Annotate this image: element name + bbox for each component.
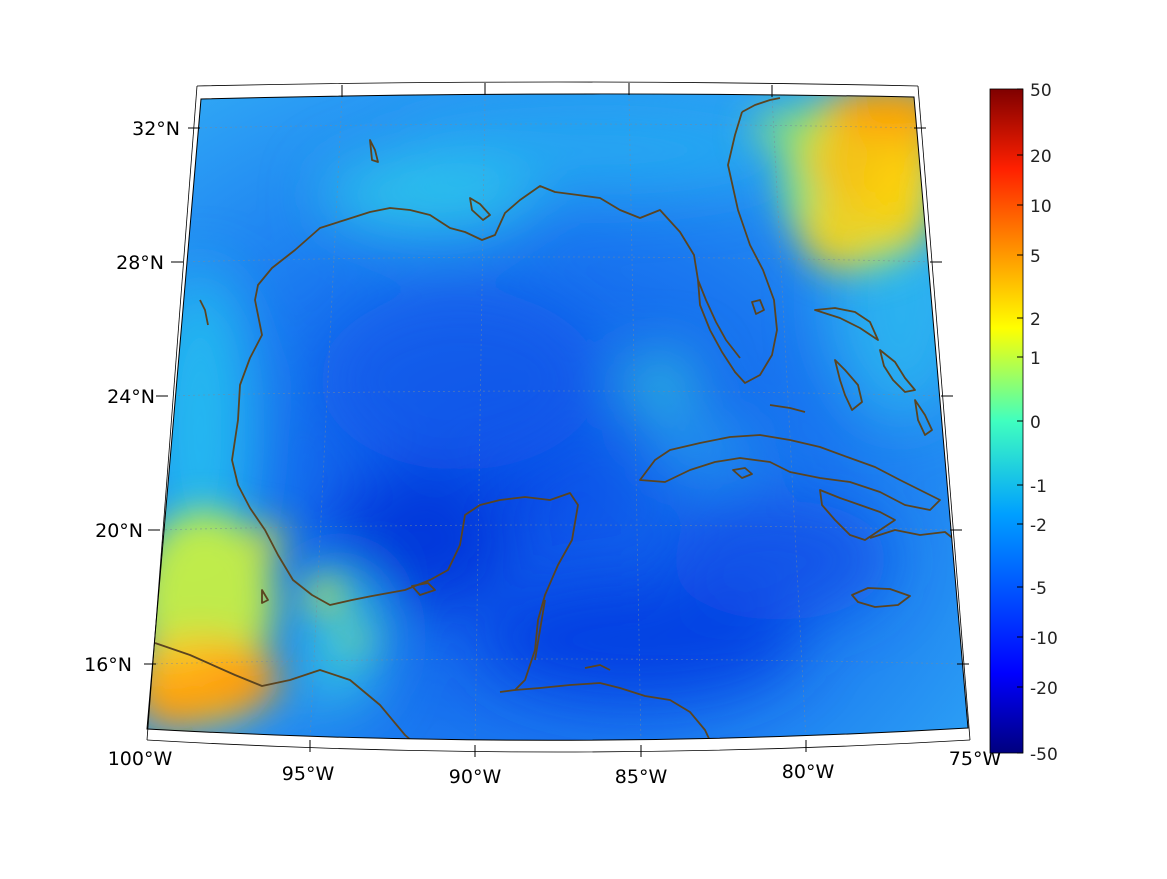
data-field <box>147 93 968 741</box>
colorbar-tick-label: -2 <box>1030 516 1047 536</box>
lon-label: 95°W <box>282 763 335 785</box>
lat-label: 20°N <box>95 520 143 542</box>
colorbar-tick-label: 2 <box>1030 310 1041 330</box>
colorbar-tick-label: 5 <box>1030 247 1041 267</box>
colorbar-tick-label: 10 <box>1030 197 1052 217</box>
colorbar-tick-label: -50 <box>1030 745 1058 765</box>
colorbar: 50 20 10 5 2 1 0 -1 -2 -5 -10 -20 -50 <box>989 81 1058 765</box>
graticule <box>150 93 964 741</box>
lon-label: 85°W <box>615 766 668 788</box>
lon-label: 90°W <box>449 766 502 788</box>
colorbar-tick-label: 50 <box>1030 81 1052 101</box>
colorbar-tick-label: -20 <box>1030 679 1058 699</box>
colorbar-tick-label: -10 <box>1030 629 1058 649</box>
colorbar-tick-label: 0 <box>1030 413 1041 433</box>
lat-label: 24°N <box>107 386 155 408</box>
colorbar-tick-label: -1 <box>1030 477 1047 497</box>
lon-label: 80°W <box>782 761 835 783</box>
colorbar-tick-label: 1 <box>1030 349 1041 369</box>
lon-label: 100°W <box>108 748 173 770</box>
frame-ticks <box>144 83 969 757</box>
lat-label: 32°N <box>132 118 180 140</box>
colorbar-tick-label: -5 <box>1030 579 1047 599</box>
colorbar-tick-label: 20 <box>1030 147 1052 167</box>
map-frame <box>146 81 971 753</box>
longitude-labels: 100°W 95°W 90°W 85°W 80°W 75°W <box>108 748 1002 788</box>
lat-label: 28°N <box>116 252 164 274</box>
coastline-layer <box>154 97 956 741</box>
lon-label: 75°W <box>949 748 1002 770</box>
latitude-labels: 32°N 28°N 24°N 20°N 16°N <box>84 118 180 676</box>
lat-label: 16°N <box>84 654 132 676</box>
